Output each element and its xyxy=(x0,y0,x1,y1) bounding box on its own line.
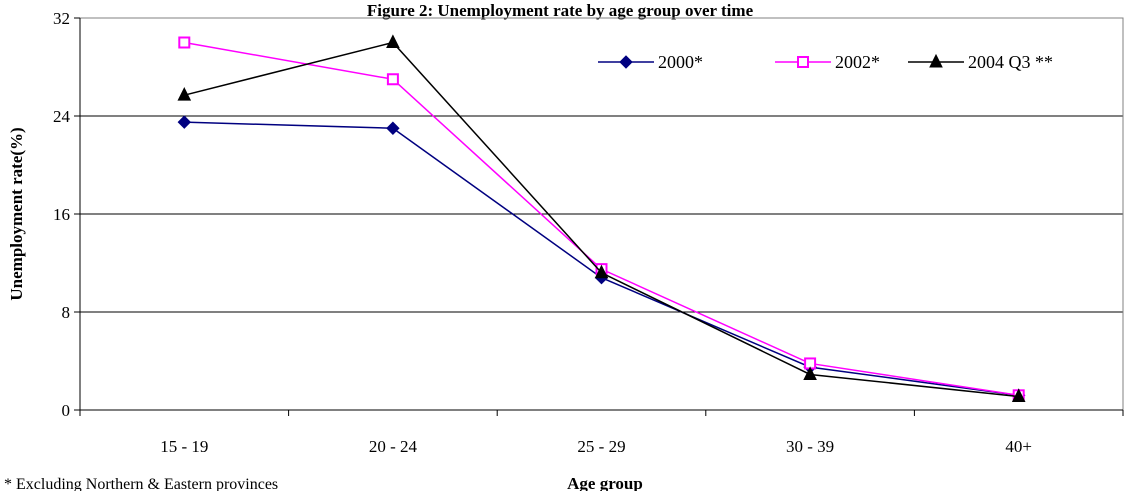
y-tick-label: 8 xyxy=(62,303,71,322)
data-point xyxy=(386,34,400,48)
legend-label: 2002* xyxy=(835,52,880,72)
x-tick-label: 20 - 24 xyxy=(369,437,418,456)
data-point xyxy=(594,264,609,279)
data-point xyxy=(177,115,192,129)
x-tick-label: 40+ xyxy=(1005,437,1032,456)
series-line xyxy=(184,121,1019,397)
data-point xyxy=(386,121,400,135)
gridlines xyxy=(80,115,1123,313)
series-line xyxy=(184,41,1019,397)
y-tick-labels: 0 8 16 24 32 xyxy=(53,9,80,420)
chart-title: Figure 2: Unemployment rate by age group… xyxy=(367,1,754,20)
legend-item: 2002* xyxy=(775,52,880,72)
legend: 2000* 2002* 2004 Q3 ** xyxy=(598,52,1053,72)
series-1 xyxy=(177,115,1026,403)
y-tick-label: 24 xyxy=(53,107,71,126)
series-group xyxy=(177,34,1026,403)
y-axis-title: Unemployment rate(%) xyxy=(7,127,26,300)
series-2 xyxy=(178,36,1025,402)
series-3 xyxy=(177,34,1026,403)
data-point xyxy=(177,87,192,101)
legend-label: 2004 Q3 ** xyxy=(968,52,1053,72)
x-tick-label: 30 - 39 xyxy=(786,437,834,456)
legend-marker xyxy=(797,56,809,68)
legend-label: 2000* xyxy=(658,52,703,72)
y-tick-label: 32 xyxy=(53,9,70,28)
data-point xyxy=(386,73,399,86)
x-tick-labels: 15 - 19 20 - 24 25 - 29 30 - 39 40+ xyxy=(79,410,1124,456)
data-point xyxy=(803,366,817,380)
x-axis-title: Age group xyxy=(567,474,643,491)
legend-marker xyxy=(929,53,943,68)
legend-marker xyxy=(619,55,633,69)
y-tick-label: 0 xyxy=(62,401,71,420)
data-point xyxy=(1011,388,1026,403)
legend-item: 2004 Q3 ** xyxy=(908,52,1053,72)
x-tick-label: 25 - 29 xyxy=(577,437,625,456)
y-tick-label: 16 xyxy=(53,205,70,224)
data-point xyxy=(178,36,191,49)
series-line xyxy=(184,41,1019,398)
legend-item: 2000* xyxy=(598,52,703,72)
x-tick-label: 15 - 19 xyxy=(160,437,208,456)
footnote: * Excluding Northern & Eastern provinces xyxy=(4,476,278,491)
